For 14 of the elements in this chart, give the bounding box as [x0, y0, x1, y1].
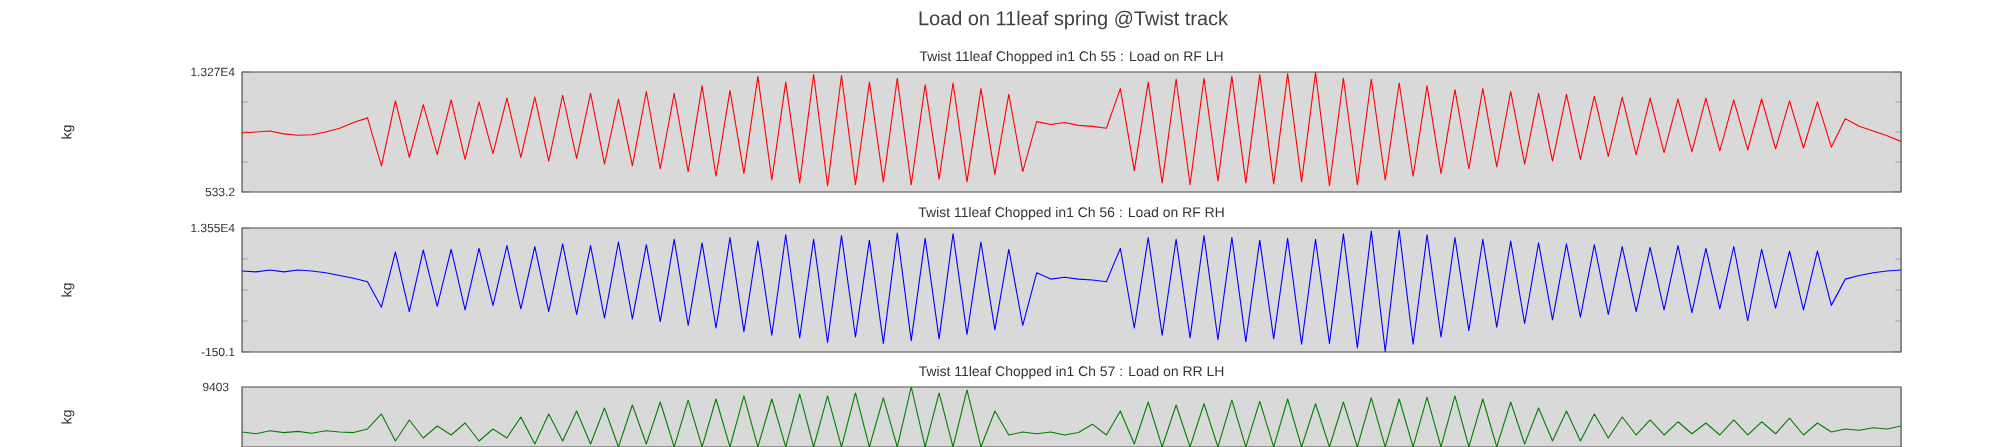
line-series — [242, 72, 1902, 187]
line-series — [242, 229, 1902, 352]
text: 9403 — [202, 382, 229, 392]
y-axis-title: kg — [61, 125, 75, 139]
y-tick-label: 1.355E4 — [191, 223, 235, 233]
y-tick-label: 1.327E4 — [191, 67, 235, 77]
chart-subtitle: Twist 11leaf Chopped in1 Ch 56 : Load on RF RH — [918, 206, 1224, 220]
y-tick-label: -150.1 — [201, 347, 235, 357]
y-tick-label: 533.2 — [205, 187, 235, 197]
chart-title: Load on 11leaf spring @Twist track — [919, 10, 1229, 30]
chart-subtitle: Twist 11leaf Chopped in1 Ch 55 : Load on RF LH — [919, 50, 1223, 64]
y-axis-title: kg — [61, 283, 75, 297]
y-axis-title: kg — [61, 410, 75, 424]
chart-subtitle: Twist 11leaf Chopped in1 Ch 57 : Load on RR LH — [918, 365, 1224, 379]
